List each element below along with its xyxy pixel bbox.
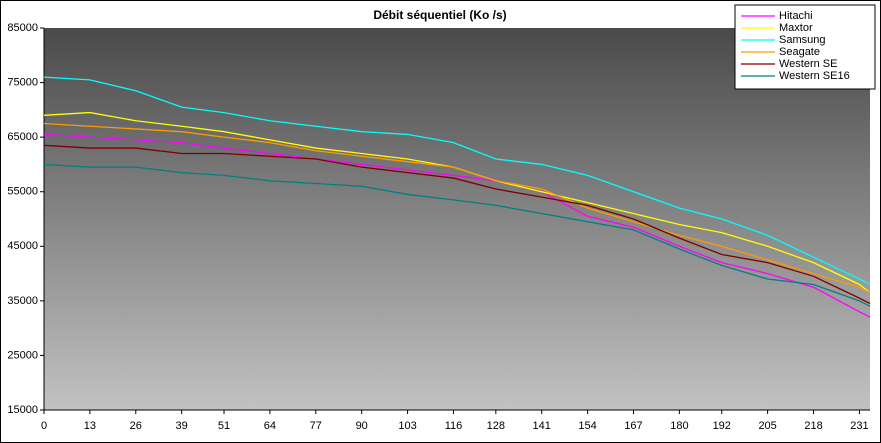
legend-label: Hitachi [779, 10, 813, 22]
y-tick-label: 15000 [7, 404, 38, 416]
x-tick-label: 141 [533, 420, 551, 432]
chart-title: Débit séquentiel (Ko /s) [373, 8, 506, 22]
plot-area [44, 28, 870, 410]
x-tick-label: 39 [176, 420, 188, 432]
x-tick-label: 90 [356, 420, 368, 432]
x-tick-label: 167 [624, 420, 642, 432]
x-tick-label: 116 [445, 420, 463, 432]
series-line [43, 76, 871, 286]
x-tick-label: 128 [487, 420, 505, 432]
legend-label: Western SE16 [779, 70, 850, 82]
y-tick-label: 25000 [7, 349, 38, 361]
legend-label: Western SE [779, 58, 838, 70]
series-line [43, 122, 871, 294]
y-tick-label: 35000 [7, 295, 38, 307]
x-tick-label: 205 [758, 420, 776, 432]
y-tick-label: 65000 [7, 131, 38, 143]
x-tick-label: 77 [310, 420, 322, 432]
y-tick-label: 45000 [7, 240, 38, 252]
x-tick-label: 180 [670, 420, 688, 432]
y-tick-label: 85000 [7, 22, 38, 34]
series-line [43, 163, 871, 307]
series-line [43, 144, 871, 305]
legend-label: Maxtor [779, 22, 813, 34]
y-tick-label: 75000 [7, 76, 38, 88]
x-tick-label: 192 [713, 420, 731, 432]
legend-box [734, 4, 876, 90]
x-tick-label: 154 [578, 420, 596, 432]
x-tick-label: 13 [84, 420, 96, 432]
legend-label: Samsung [779, 34, 825, 46]
x-tick-label: 0 [41, 420, 47, 432]
series-line [43, 133, 871, 318]
legend-label: Seagate [779, 46, 820, 58]
y-tick-label: 55000 [7, 186, 38, 198]
x-tick-label: 64 [264, 420, 276, 432]
x-tick-label: 231 [850, 420, 868, 432]
x-tick-label: 103 [398, 420, 416, 432]
x-tick-label: 26 [130, 420, 142, 432]
x-tick-label: 51 [218, 420, 230, 432]
x-tick-label: 218 [804, 420, 822, 432]
